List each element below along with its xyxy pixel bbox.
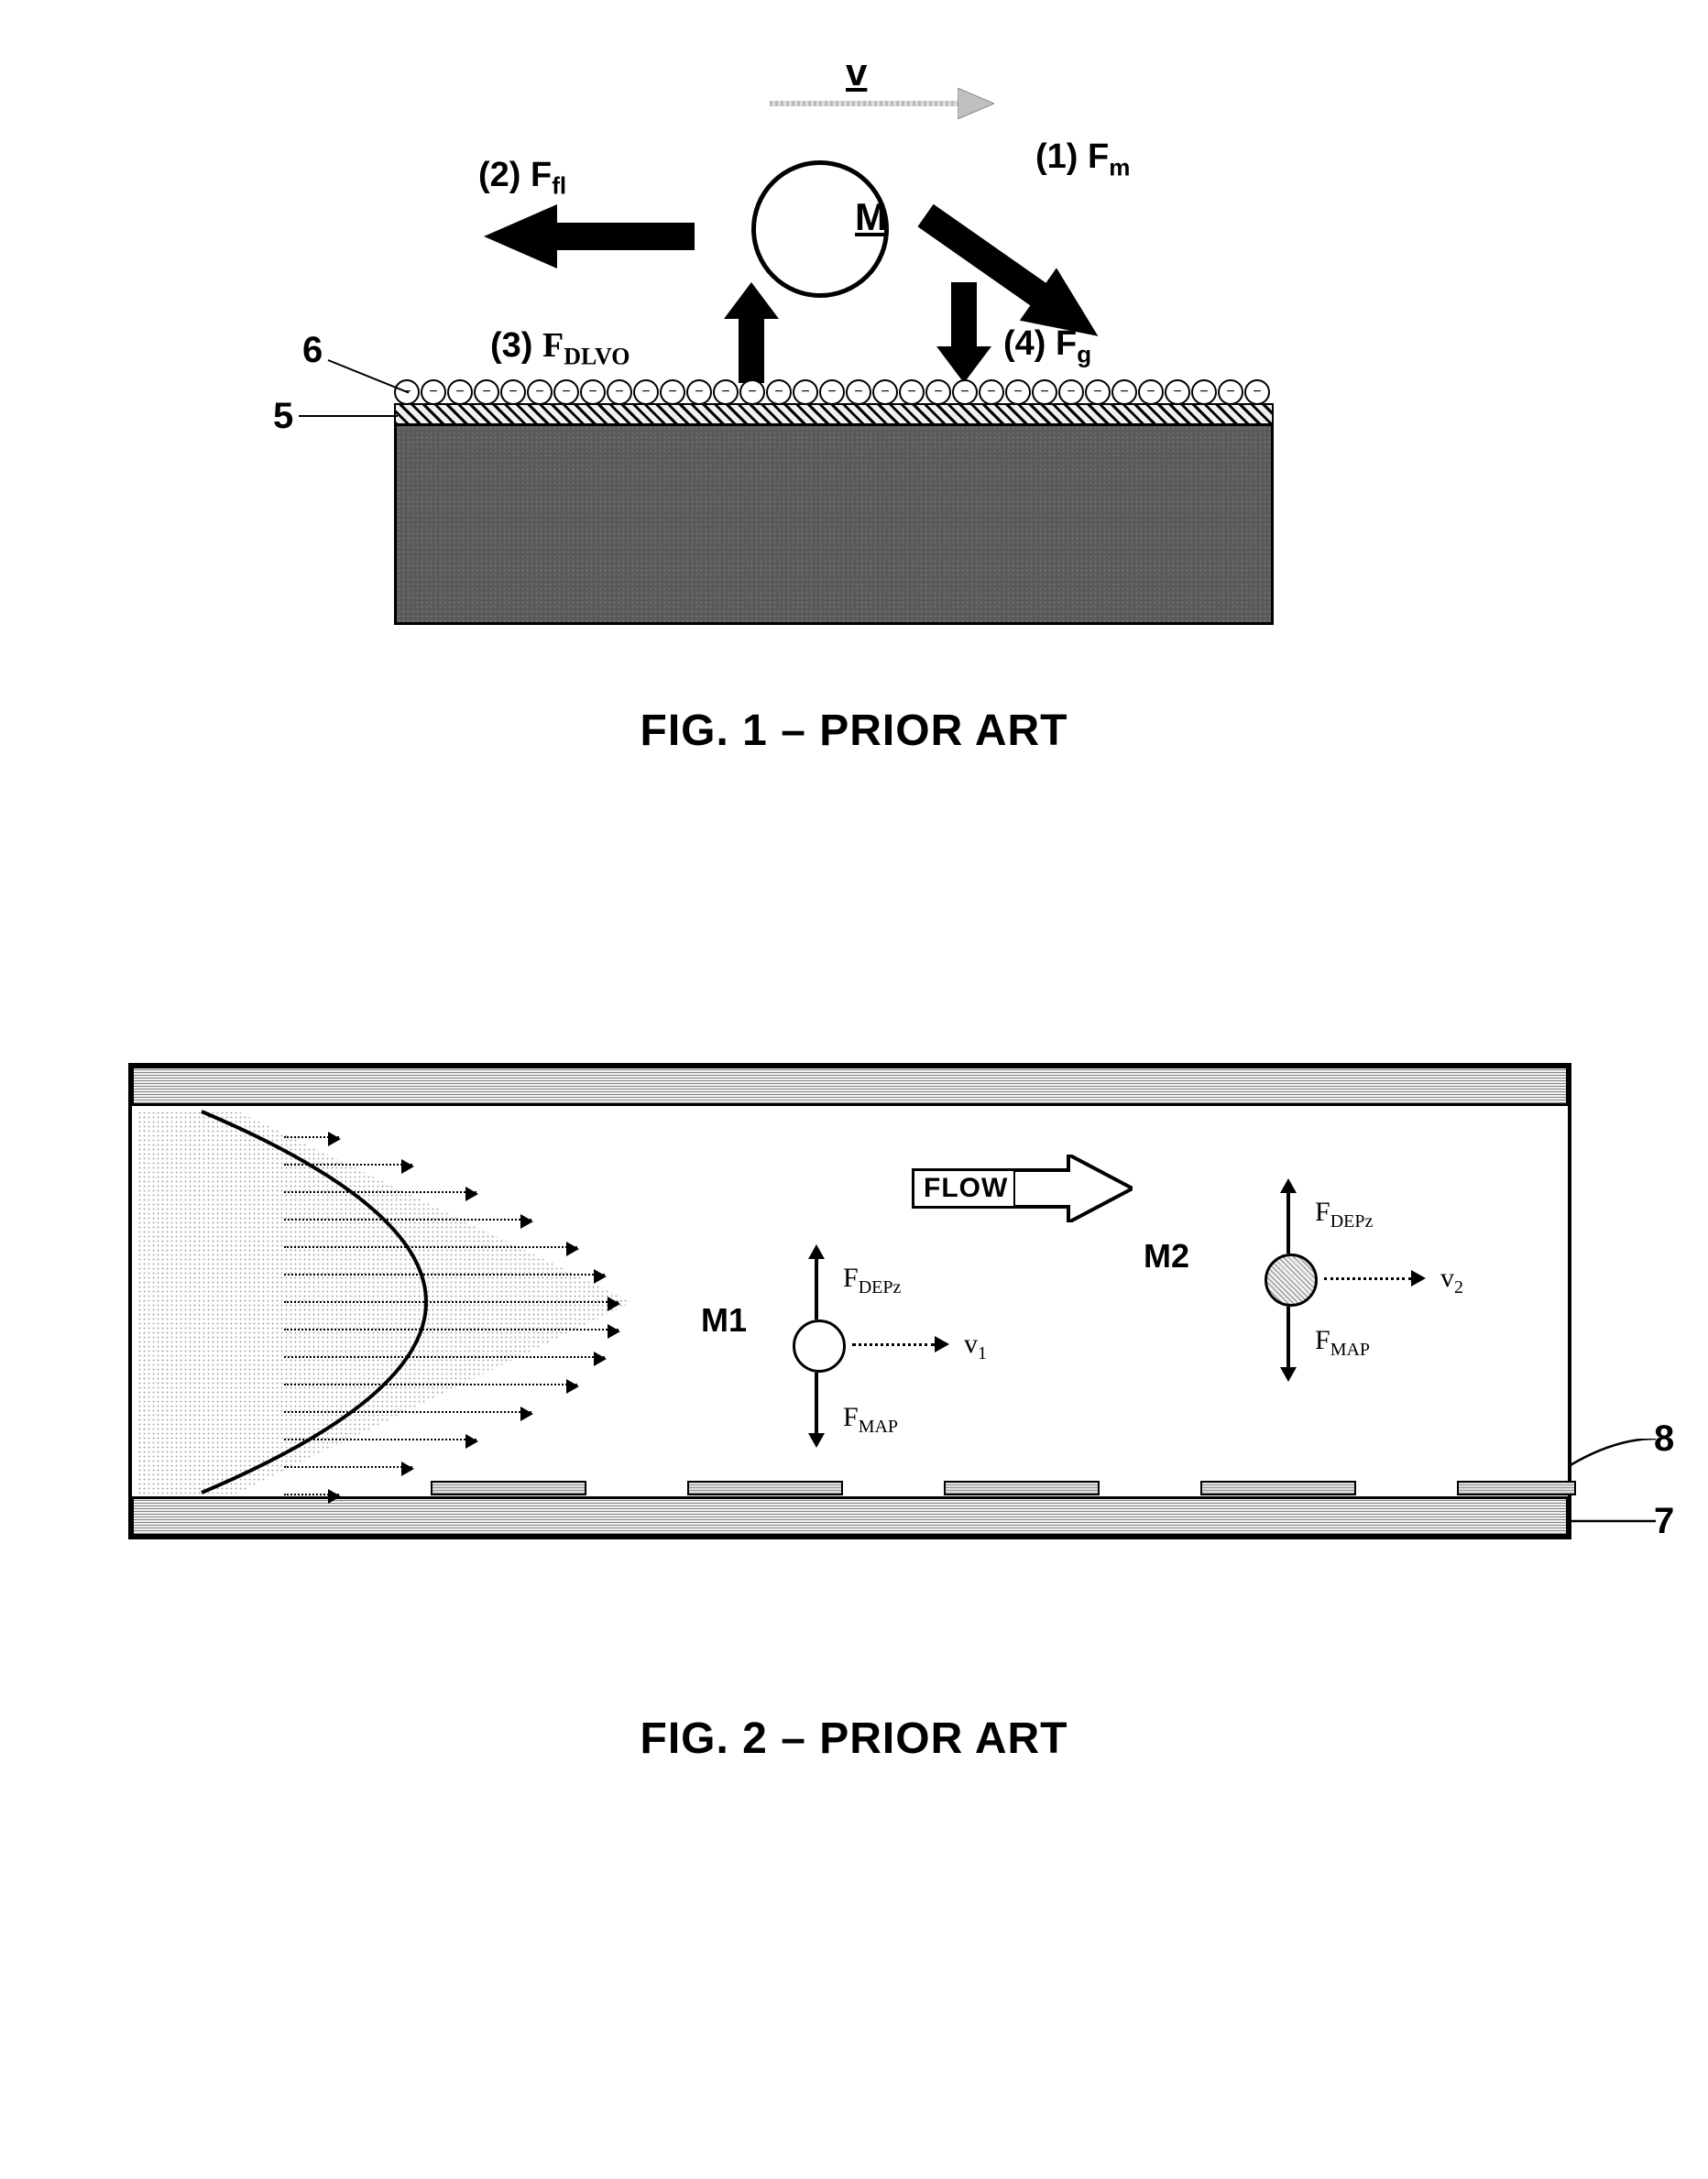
ffl-sub: fl [552,172,566,200]
label-8: 8 [1654,1418,1674,1460]
m1-fmap-sub: MAP [859,1417,898,1437]
surface-cell: − [633,379,659,405]
arrow-fdlvo-up [724,282,779,383]
surface-cell: − [607,379,632,405]
m2-fdepz-sub: DEPz [1330,1211,1374,1232]
fdlvo-prefix: (3) [490,326,542,365]
surface-cell: − [474,379,499,405]
velocity-label: v [846,50,867,94]
force-fdlvo-label: (3) FDLVO [490,325,630,371]
surface-cell: − [739,379,765,405]
surface-cell: − [899,379,925,405]
m1-label: M1 [701,1301,747,1340]
particle-m1 [793,1319,846,1373]
flow-arrow [1013,1155,1133,1222]
substrate-block [394,423,1274,625]
m2-v2-label: v2 [1440,1263,1463,1298]
arrow-fg-down [936,282,991,383]
ffl-prefix: (2) [478,156,531,194]
surface-cell: − [713,379,739,405]
m2-fmap-label: FMAP [1315,1325,1370,1361]
surface-cell: − [1165,379,1190,405]
particle-m2 [1265,1254,1318,1307]
surface-cell: − [1138,379,1164,405]
force-ffl-label: (2) Ffl [478,156,566,201]
m1-fdepz-sub: DEPz [859,1277,902,1298]
label-7: 7 [1654,1501,1674,1542]
surface-cell: − [686,379,712,405]
surface-cell: − [872,379,898,405]
surface-cell: − [1032,379,1057,405]
surface-cell: − [952,379,978,405]
surface-cell: − [500,379,526,405]
m1-fmap-sym: F [843,1402,859,1432]
surface-cell: − [1111,379,1137,405]
lead-line-8 [1569,1439,1656,1475]
surface-cell: − [846,379,871,405]
lead-line-7 [1571,1517,1656,1535]
electrode [1457,1481,1576,1495]
fig2-caption: FIG. 2 – PRIOR ART [0,1714,1708,1764]
force-fm-label: (1) Fm [1035,137,1130,182]
m1-fdepz-label: FDEPz [843,1263,901,1298]
m1-fdepz-sym: F [843,1263,859,1293]
surface-cell: − [819,379,845,405]
fig1-caption: FIG. 1 – PRIOR ART [0,706,1708,756]
surface-cell: − [421,379,446,405]
velocity-arrow-head [958,88,994,119]
m2-label: M2 [1144,1237,1189,1276]
arrow-ffl [484,200,695,273]
fm-sub: m [1109,154,1130,181]
surface-cell: − [553,379,579,405]
label-5: 5 [273,396,293,437]
lead-line-5 [299,415,398,417]
fdlvo-sub: DLVO [564,344,630,370]
surface-cell: − [1085,379,1111,405]
m2-fdepz-label: FDEPz [1315,1197,1373,1232]
m2-v2-sub: 2 [1454,1277,1463,1298]
velocity-arrow-shaft [770,101,962,106]
label-6: 6 [302,330,323,371]
electrode [431,1481,586,1495]
electrode [944,1481,1100,1495]
surface-cell: − [1191,379,1217,405]
figure-1: v (1) Fm (2) Ffl (3) FDLVO (4) Fg M −−−−… [0,0,1708,687]
surface-cell-layer: −−−−−−−−−−−−−−−−−−−−−−−−−−−−−−−−− [394,379,1274,405]
m2-fdepz-sym: F [1315,1197,1330,1227]
m1-v1-sym: v [964,1329,978,1359]
fdlvo-symbol: F [542,326,564,365]
ffl-symbol: F [531,156,552,194]
surface-cell: − [660,379,685,405]
surface-cell: − [793,379,818,405]
parabola-envelope [137,1107,651,1497]
surface-cell: − [979,379,1004,405]
surface-cell: − [766,379,792,405]
surface-cell: − [925,379,951,405]
surface-cell: − [527,379,553,405]
m1-fmap-label: FMAP [843,1402,898,1438]
fm-symbol: F [1088,137,1109,176]
lead-line-6 [328,359,410,393]
m1-v1-sub: 1 [978,1343,987,1363]
m1-v1-label: v1 [964,1329,987,1364]
flow-label-box: FLOW [912,1168,1020,1209]
m2-v2-sym: v [1440,1263,1454,1293]
surface-cell: − [447,379,473,405]
surface-cell: − [1005,379,1031,405]
surface-cell: − [1058,379,1084,405]
surface-cell: − [1218,379,1243,405]
particle-m-label: M [855,195,887,239]
figure-2: FLOW M1 FDEPz FMAP v1 M2 FDEPz FM [128,1063,1594,1558]
fm-prefix: (1) [1035,137,1088,176]
m2-fmap-sym: F [1315,1325,1330,1355]
surface-cell: − [1244,379,1270,405]
m2-fmap-sub: MAP [1330,1340,1370,1360]
electrode [1200,1481,1356,1495]
electrode [687,1481,843,1495]
surface-cell: − [580,379,606,405]
